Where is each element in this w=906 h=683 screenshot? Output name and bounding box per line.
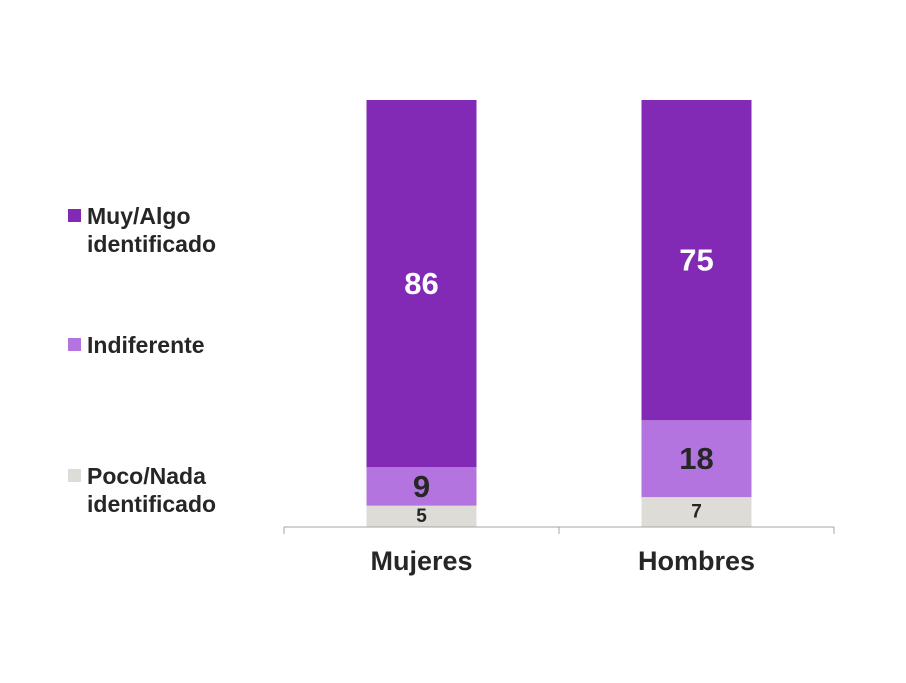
legend-item-poco-nada: Poco/Nada identificado (68, 462, 247, 518)
legend-swatch-muy-algo (68, 209, 81, 222)
bars-group: 59 86 7 18 75 (366, 100, 752, 527)
legend-item-indiferente: Indiferente (68, 331, 247, 359)
legend-label-muy-algo: Muy/Algo identificado (87, 203, 217, 257)
bar-segment-hombres-indiferente (641, 420, 752, 498)
x-axis: Mujeres Hombres (283, 526, 835, 576)
data-label-hombres-indiferente: 18 (679, 441, 713, 476)
bar-segment-hombres-muy-algo-identificado (641, 100, 752, 421)
category-label-hombres: Hombres (638, 546, 755, 576)
bar-segment-mujeres-indiferente (366, 467, 477, 506)
data-label-mujeres-muy-algo-identificado: 86 (404, 266, 438, 301)
bar-segment-hombres-poco-nada-identificado (641, 497, 752, 527)
bar-segment-mujeres-poco-nada-identificado (366, 505, 477, 527)
legend-item-muy-algo: Muy/Algo identificado (68, 202, 247, 258)
data-label-hombres-muy-algo-identificado: 75 (679, 243, 713, 278)
category-label-mujeres: Mujeres (370, 546, 472, 576)
legend-swatch-poco-nada (68, 469, 81, 482)
data-label-hombres-poco-nada-identificado: 7 (691, 502, 702, 523)
data-label-mujeres-poco-nada-identificado: 5 (416, 506, 427, 527)
bar-segment-mujeres-muy-algo-identificado (366, 100, 477, 468)
legend-swatch-indiferente (68, 338, 81, 351)
data-label-mujeres-indiferente: 9 (413, 469, 430, 504)
legend-label-indiferente: Indiferente (87, 332, 205, 358)
legend-label-poco-nada: Poco/Nada identificado (87, 463, 217, 517)
